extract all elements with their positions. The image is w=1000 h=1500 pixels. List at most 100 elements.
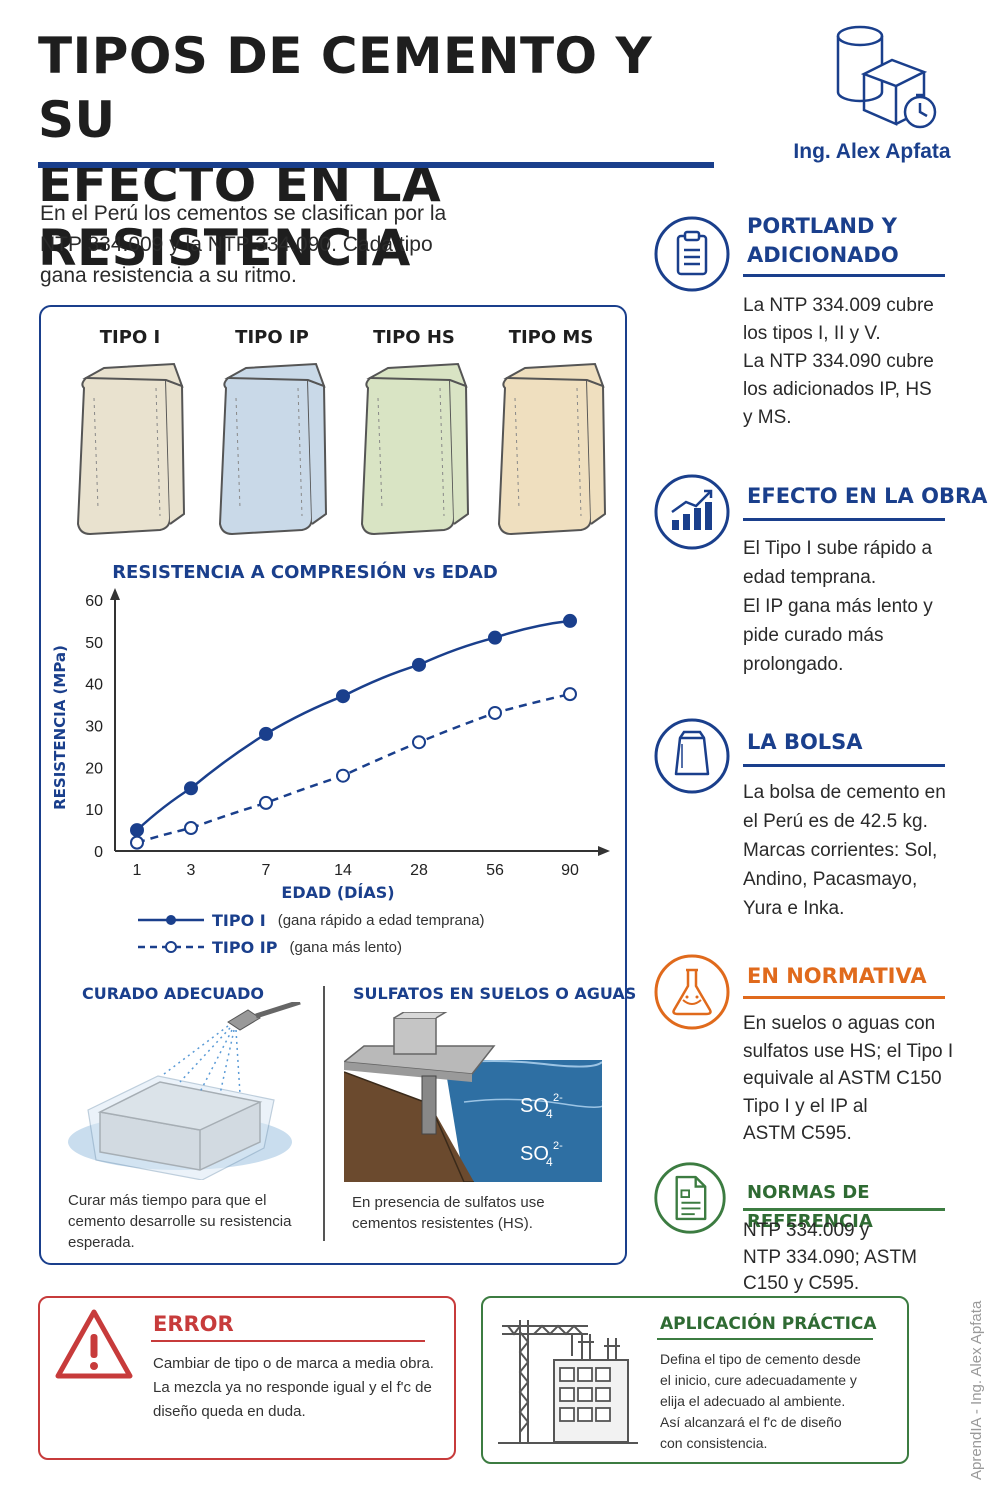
y-tick-label: 40 bbox=[85, 677, 103, 694]
bolsa-line-1: La bolsa de cemento en bbox=[743, 782, 946, 803]
error-title: ERROR bbox=[153, 1312, 234, 1336]
normativa-title: EN NORMATIVA bbox=[747, 964, 927, 988]
efecto-line-3: El IP gana más lento y bbox=[743, 596, 933, 617]
bolsa-title: LA BOLSA bbox=[747, 730, 863, 754]
main-panel bbox=[39, 305, 627, 1265]
error-rule bbox=[151, 1340, 425, 1342]
sulfatos-line-1: En presencia de sulfatos use bbox=[352, 1194, 545, 1211]
normativa-text: En suelos o aguas con sulfatos use HS; e… bbox=[743, 1010, 958, 1148]
series-point-0 bbox=[563, 613, 577, 628]
chart-title: RESISTENCIA A COMPRESIÓN vs EDAD bbox=[112, 562, 498, 583]
normativa-line-1: En suelos o aguas con bbox=[743, 1013, 936, 1034]
x-tick-label: 14 bbox=[334, 862, 352, 879]
application-line-5: con consistencia. bbox=[660, 1435, 768, 1451]
legend-dashed-line-icon bbox=[138, 941, 204, 953]
title-underline bbox=[38, 162, 714, 168]
author-name: Ing. Alex Apfata bbox=[793, 140, 951, 163]
legend-name-tipo-i: TIPO I bbox=[212, 910, 266, 930]
bag-seam bbox=[377, 387, 445, 517]
bag-label-tipo-ms: TIPO MS bbox=[508, 327, 594, 348]
normativa-line-2: sulfatos use HS; el Tipo I bbox=[743, 1040, 954, 1062]
series-point-0 bbox=[412, 657, 426, 672]
intro-line-1: En el Perú los cementos se clasifican po… bbox=[40, 202, 447, 225]
application-box bbox=[481, 1296, 909, 1464]
x-tick-label: 28 bbox=[410, 862, 428, 879]
series-point-0 bbox=[184, 781, 198, 796]
series-point-1 bbox=[184, 820, 198, 835]
application-line-4: Así alcanzará el f'c de diseño bbox=[660, 1414, 842, 1430]
series-point-0 bbox=[488, 630, 502, 645]
logo-cylinder-cube-clock-icon bbox=[836, 25, 937, 129]
portland-line-3: La NTP 334.090 cubre bbox=[743, 351, 934, 372]
clipboard-icon bbox=[654, 216, 730, 292]
sulfate-sub-2: 4 bbox=[546, 1155, 553, 1169]
y-axis-title: RESISTENCIA (MPa) bbox=[51, 645, 69, 810]
application-text: Defina el tipo de cemento desde el inici… bbox=[660, 1349, 900, 1454]
series-point-1 bbox=[488, 705, 502, 720]
flask-icon bbox=[654, 954, 730, 1030]
normativa-line-3: equivale al ASTM C150 bbox=[743, 1068, 942, 1089]
curado-text: Curar más tiempo para que el cemento des… bbox=[68, 1190, 308, 1253]
efecto-line-4: pide curado más bbox=[743, 625, 884, 646]
normativa-line-5: ASTM C595. bbox=[743, 1123, 852, 1144]
normas-rule bbox=[743, 1208, 945, 1211]
series-point-1 bbox=[130, 835, 144, 850]
y-tick-label: 10 bbox=[85, 802, 103, 819]
legend-note-tipo-i: (gana rápido a edad temprana) bbox=[277, 911, 485, 929]
series-line-0 bbox=[136, 619, 571, 832]
error-line-1: Cambiar de tipo o de marca a media obra. bbox=[153, 1355, 434, 1372]
document-icon bbox=[654, 1162, 726, 1234]
portland-line-5: y MS. bbox=[743, 407, 792, 428]
bolsa-rule bbox=[743, 764, 945, 767]
bag-top bbox=[224, 362, 326, 388]
y-tick-label: 50 bbox=[85, 635, 103, 652]
watermark: AprendIA - Ing. Alex Apfata bbox=[968, 1300, 985, 1480]
normas-title: NORMAS DE REFERENCIA bbox=[747, 1182, 873, 1232]
portland-title-line-1: PORTLAND Y bbox=[747, 214, 897, 238]
cement-bag-icon bbox=[654, 718, 730, 794]
curado-line-3: esperada. bbox=[68, 1234, 135, 1251]
curing-illustration bbox=[68, 1002, 301, 1180]
section-divider bbox=[323, 986, 325, 1241]
intro-line-2: NTP 334.009 y la NTP 334.090. Cada tipo bbox=[40, 233, 433, 256]
y-axis-arrow bbox=[110, 588, 120, 600]
cement-bag-tipo-ms bbox=[497, 362, 607, 536]
error-box bbox=[38, 1296, 456, 1460]
bolsa-line-3: Marcas corrientes: Sol, bbox=[743, 840, 938, 861]
bolsa-line-5: Yura e Inka. bbox=[743, 898, 845, 919]
legend-solid-line-icon bbox=[138, 915, 204, 925]
x-tick-label: 1 bbox=[133, 862, 142, 879]
curado-line-1: Curar más tiempo para que el bbox=[68, 1192, 267, 1209]
sulfate-label-2: SO bbox=[520, 1143, 549, 1165]
series-point-0 bbox=[130, 823, 144, 838]
bolsa-text: La bolsa de cemento en el Perú es de 42.… bbox=[743, 778, 958, 923]
legend-tipo-ip: TIPO IP (gana más lento) bbox=[136, 935, 402, 959]
bag-label-tipo-hs: TIPO HS bbox=[373, 327, 455, 348]
series-point-0 bbox=[336, 689, 350, 704]
bag-front bbox=[76, 368, 172, 536]
bag-front bbox=[218, 368, 314, 536]
efecto-text: El Tipo I sube rápido a edad temprana. E… bbox=[743, 534, 958, 679]
sulfate-sup-2: 2- bbox=[553, 1140, 563, 1152]
curado-line-2: cemento desarrolle su resistencia bbox=[68, 1213, 292, 1230]
error-text: Cambiar de tipo o de marca a media obra.… bbox=[153, 1352, 448, 1424]
application-line-2: el inicio, cure adecuadamente y bbox=[660, 1372, 857, 1388]
error-line-2: La mezcla ya no responde igual y el f'c … bbox=[153, 1379, 432, 1396]
portland-line-4: los adicionados IP, HS bbox=[743, 379, 932, 400]
normas-line-2: NTP 334.090; ASTM bbox=[743, 1246, 917, 1268]
error-line-3: diseño queda en duda. bbox=[153, 1403, 306, 1420]
title-line-1: TIPOS DE CEMENTO Y SU bbox=[38, 27, 653, 149]
portland-title: PORTLAND Y ADICIONADO bbox=[747, 212, 899, 270]
bag-label-tipo-ip: TIPO IP bbox=[235, 327, 309, 348]
normativa-rule bbox=[743, 996, 945, 999]
series-point-1 bbox=[563, 687, 577, 702]
efecto-line-5: prolongado. bbox=[743, 654, 844, 675]
application-rule bbox=[657, 1338, 873, 1340]
bag-seam bbox=[93, 387, 161, 517]
cement-bag-tipo-i bbox=[76, 362, 186, 536]
cement-bag-tipo-ip bbox=[218, 362, 328, 536]
x-axis-arrow bbox=[598, 846, 610, 856]
intro-line-3: gana resistencia a su ritmo. bbox=[40, 264, 297, 287]
bag-front bbox=[360, 368, 456, 536]
sulfatos-text: En presencia de sulfatos use cementos re… bbox=[352, 1192, 612, 1234]
